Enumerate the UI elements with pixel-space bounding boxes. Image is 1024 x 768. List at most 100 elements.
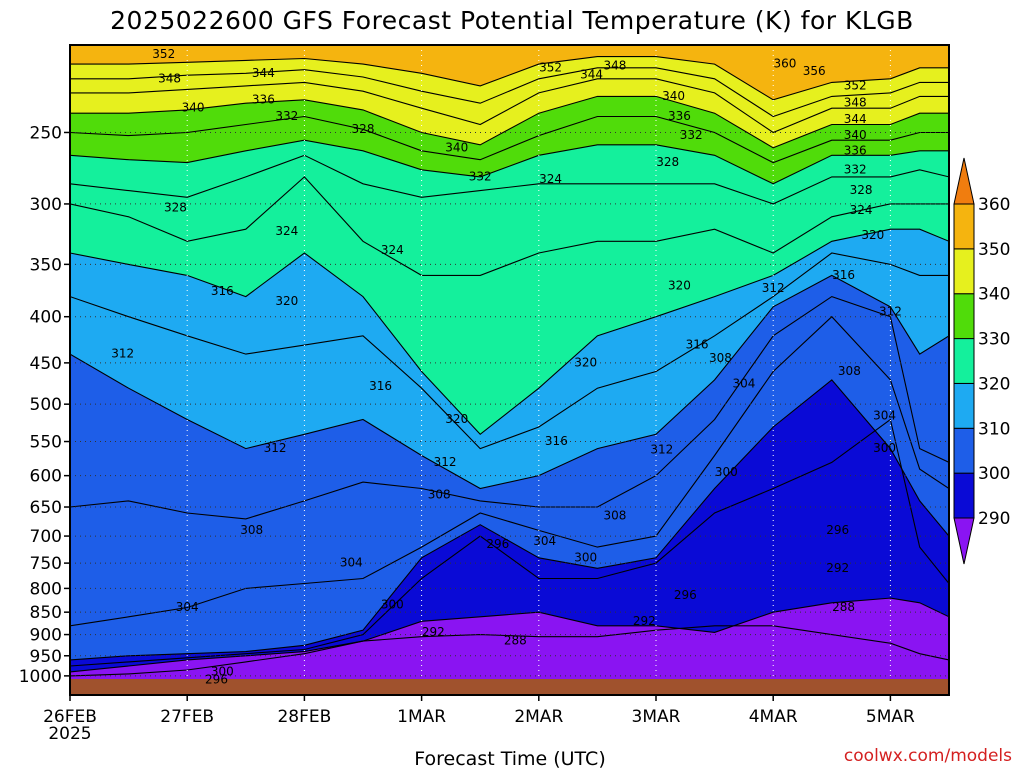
contour-label: 352 — [539, 60, 562, 74]
contour-label: 308 — [838, 364, 861, 378]
y-tick-label: 1000 — [19, 667, 62, 687]
y-tick-label: 600 — [30, 467, 62, 487]
contour-label: 296 — [486, 537, 509, 551]
contour-label: 324 — [539, 172, 562, 186]
contour-label: 296 — [826, 523, 849, 537]
y-tick-label: 350 — [30, 255, 62, 275]
plot-frame — [69, 44, 950, 696]
contour-label: 320 — [445, 412, 468, 426]
contour-label: 348 — [604, 58, 627, 72]
contour-label: 296 — [674, 588, 697, 602]
contour-label: 356 — [803, 64, 826, 78]
colorbar-tick-label: 310 — [978, 419, 1010, 439]
y-tick-label: 550 — [30, 433, 62, 453]
contour-label: 320 — [275, 294, 298, 308]
y-tick-label: 300 — [30, 195, 62, 215]
contour-label: 308 — [709, 351, 732, 365]
contour-label: 292 — [633, 614, 656, 628]
contour-label: 308 — [240, 523, 263, 537]
contour-label: 344 — [844, 112, 867, 126]
contour-label: 348 — [158, 71, 181, 85]
x-tick-label: 5MAR — [866, 707, 915, 727]
contour-label: 292 — [826, 561, 849, 575]
x-tick-year-label: 2025 — [48, 724, 91, 744]
contour-label: 312 — [650, 442, 673, 456]
x-tick-label: 1MAR — [397, 707, 446, 727]
credit-text: coolwx.com/models — [844, 746, 1012, 766]
contour-label: 332 — [275, 109, 298, 123]
contour-label: 316 — [211, 284, 234, 298]
isentrope-308 — [70, 295, 949, 520]
contour-label: 320 — [668, 279, 691, 293]
contour-label: 300 — [873, 441, 896, 455]
y-tick-label: 900 — [30, 626, 62, 646]
contour-label: 304 — [873, 408, 896, 422]
y-tick-label: 400 — [30, 308, 62, 328]
contour-label: 336 — [252, 92, 275, 106]
contour-label: 308 — [428, 487, 451, 501]
x-tick-label: 4MAR — [749, 707, 798, 727]
colorbar-tick-label: 330 — [978, 330, 1010, 350]
contour-label: 324 — [381, 243, 404, 257]
y-tick-label: 650 — [30, 498, 62, 518]
colorbar-segment — [953, 203, 975, 250]
chart-title: 2025022600 GFS Forecast Potential Temper… — [110, 6, 914, 35]
contour-label: 304 — [732, 377, 755, 391]
isentrope-300 — [70, 379, 949, 661]
x-axis-label: Forecast Time (UTC) — [414, 748, 605, 768]
colorbar-segment — [953, 427, 975, 474]
isentrope-344 — [70, 78, 949, 134]
x-tick-label: 27FEB — [160, 707, 214, 727]
contour-label: 316 — [832, 268, 855, 282]
isentrope-348 — [70, 67, 949, 118]
isentrope-288 — [70, 625, 949, 677]
contour-label: 312 — [762, 281, 785, 295]
y-tick-label: 750 — [30, 554, 62, 574]
isentrope-292 — [70, 597, 949, 673]
contour-label: 332 — [469, 169, 492, 183]
y-tick-label: 800 — [30, 579, 62, 599]
contour-label: 288 — [504, 634, 527, 648]
isentrope-328 — [70, 154, 949, 205]
contour-label: 292 — [422, 625, 445, 639]
contour-label: 324 — [275, 224, 298, 238]
contour-label: 328 — [850, 183, 873, 197]
contour-label: 316 — [369, 379, 392, 393]
contour-label: 296 — [205, 672, 228, 686]
contour-label: 336 — [844, 143, 867, 157]
isentrope-316 — [70, 252, 949, 450]
ground-surface — [70, 679, 949, 695]
isentrope-324 — [70, 176, 949, 276]
contour-label: 352 — [152, 47, 175, 61]
contour-label: 328 — [352, 122, 375, 136]
contour-label: 312 — [879, 304, 902, 318]
colorbar-segment — [953, 293, 975, 340]
contour-label: 308 — [604, 508, 627, 522]
isentrope-320 — [70, 228, 949, 436]
contour-label: 300 — [211, 664, 234, 678]
contour-label: 316 — [686, 338, 709, 352]
isentrope-352 — [70, 56, 949, 101]
contour-label: 336 — [668, 109, 691, 123]
contour-label: 316 — [545, 434, 568, 448]
contour-label: 300 — [715, 465, 738, 479]
x-tick-label: 28FEB — [277, 707, 331, 727]
x-tick-label: 3MAR — [632, 707, 681, 727]
contour-label: 304 — [533, 534, 556, 548]
contour-label: 320 — [861, 228, 884, 242]
contour-label: 300 — [574, 550, 597, 564]
y-tick-label: 500 — [30, 395, 62, 415]
colorbar-tick-label: 300 — [978, 464, 1010, 484]
colorbar: 290 300 310 320 330 340 350 360 — [953, 157, 1010, 565]
colorbar-min-arrow — [953, 517, 975, 565]
contour-label: 352 — [844, 78, 867, 92]
y-axis: 250 300 350 400 450 500 550 600 650 700 750 800 850 9… — [19, 123, 70, 687]
contour-label: 328 — [164, 200, 187, 214]
x-tick-label: 2MAR — [514, 707, 563, 727]
contour-label: 288 — [832, 600, 855, 614]
colorbar-segment — [953, 382, 975, 429]
